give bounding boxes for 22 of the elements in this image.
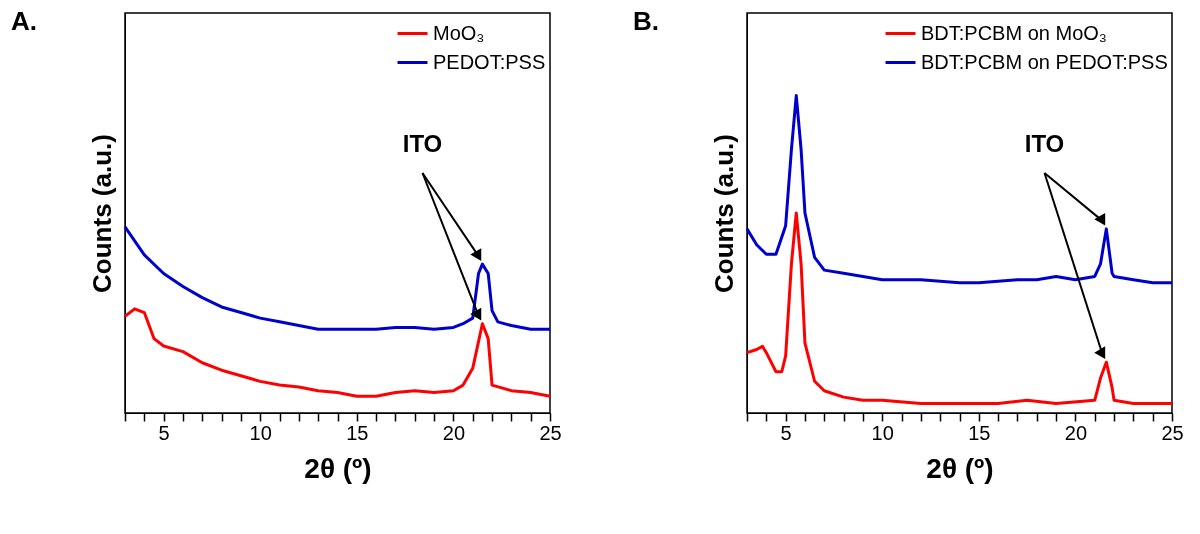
x-tick-label: 20: [442, 421, 466, 444]
x-tick-label: 10: [249, 421, 272, 444]
y-axis-title: Counts (a.u.): [86, 134, 117, 293]
x-tick-label: 5: [780, 421, 792, 444]
text: ITO: [402, 130, 443, 157]
legend-label: MoO₃: [433, 21, 485, 44]
y-axis-title: Counts (a.u.): [708, 134, 739, 293]
chart-title: A.: [11, 6, 37, 36]
legend-label: BDT:PCBM on PEDOT:PSS: [921, 50, 1168, 73]
x-tick-label: 20: [1064, 421, 1088, 444]
x-tick-label: 10: [871, 421, 894, 444]
x-tick-label: 15: [346, 421, 369, 444]
x-axis-title: 2θ (º): [304, 452, 372, 484]
x-axis-title: 2θ (º): [926, 452, 994, 484]
legend-label: BDT:PCBM on MoO₃: [921, 21, 1107, 44]
annotation: ITO: [1024, 130, 1065, 157]
x-tick-label: 15: [968, 421, 991, 444]
chart-title: B.: [633, 6, 659, 36]
x-tick-label: 25: [539, 421, 562, 444]
x-tick-label: 5: [158, 421, 170, 444]
x-tick-label: 25: [1161, 421, 1184, 444]
legend-label: PEDOT:PSS: [433, 50, 546, 73]
